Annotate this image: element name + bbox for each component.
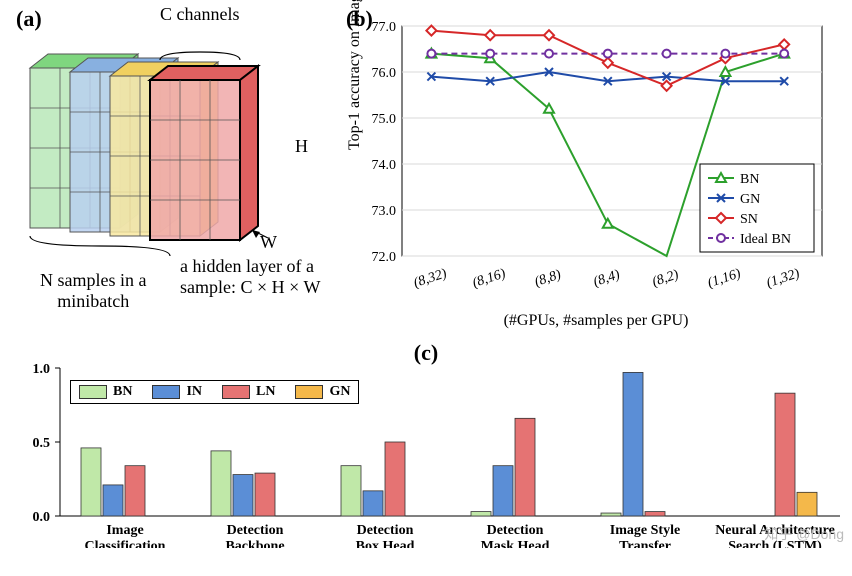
svg-text:Detection: Detection — [227, 523, 284, 538]
line-chart: 72.0 73.0 74.0 75.0 76.0 77.0 (8,32) (8,16) (8,8… — [340, 10, 850, 300]
panel-c-label: (c) — [0, 340, 852, 366]
ann-hidden: a hidden layer of a sample: C × H × W — [180, 256, 320, 298]
svg-text:76.0: 76.0 — [372, 66, 397, 81]
panel-c: (c) BNINLNGN 0.00.51.0ImageClassificatio… — [0, 340, 852, 576]
svg-text:Image: Image — [106, 523, 143, 538]
svg-text:74.0: 74.0 — [372, 158, 397, 173]
svg-text:(8,8): (8,8) — [533, 267, 563, 290]
svg-text:SN: SN — [740, 212, 758, 227]
svg-text:(8,4): (8,4) — [592, 267, 622, 290]
svg-text:Transfer: Transfer — [619, 539, 671, 548]
svg-text:BN: BN — [740, 172, 759, 187]
ann-c-channels: C channels — [160, 4, 239, 25]
svg-text:GN: GN — [740, 192, 760, 207]
svg-text:Mask Head: Mask Head — [481, 539, 550, 548]
svg-text:(8,2): (8,2) — [650, 267, 680, 290]
svg-text:(8,32): (8,32) — [412, 266, 449, 291]
ann-n: N samples in a minibatch — [40, 270, 146, 312]
svg-text:(1,16): (1,16) — [706, 266, 743, 291]
svg-text:(8,16): (8,16) — [471, 266, 508, 291]
svg-text:(1,32): (1,32) — [765, 266, 802, 291]
svg-text:73.0: 73.0 — [372, 204, 397, 219]
top-row: (a) C channels H W N samples in a miniba… — [0, 0, 852, 340]
svg-text:72.0: 72.0 — [372, 250, 397, 265]
svg-text:Detection: Detection — [487, 523, 544, 538]
svg-text:0.0: 0.0 — [33, 510, 51, 525]
svg-text:75.0: 75.0 — [372, 112, 397, 127]
svg-text:Image Style: Image Style — [610, 523, 680, 538]
svg-text:0.5: 0.5 — [33, 436, 51, 451]
minibatch-cube-diagram — [10, 18, 330, 278]
ann-h: H — [295, 136, 308, 157]
svg-text:Classification: Classification — [85, 539, 166, 548]
watermark: 知乎 @Dong — [764, 524, 844, 544]
ann-w: W — [260, 232, 277, 253]
panel-c-legend: BNINLNGN — [70, 380, 359, 404]
svg-text:Detection: Detection — [357, 523, 414, 538]
panel-b-ylabel: Top-1 accuracy on ImageNet — [346, 0, 364, 150]
panel-a-label: (a) — [16, 6, 42, 32]
panel-b-xlabel: (#GPUs, #samples per GPU) — [340, 312, 852, 330]
panel-b: (b) Top-1 accuracy on ImageNet 72.073.07… — [340, 0, 852, 340]
bar-chart: 0.00.51.0ImageClassificationDetectionBac… — [0, 340, 852, 548]
panel-a: (a) C channels H W N samples in a miniba… — [0, 0, 340, 340]
svg-text:Ideal BN: Ideal BN — [740, 232, 791, 247]
svg-text:Box Head: Box Head — [356, 539, 415, 548]
svg-text:Backbone: Backbone — [225, 539, 284, 548]
svg-text:77.0: 77.0 — [372, 20, 397, 35]
